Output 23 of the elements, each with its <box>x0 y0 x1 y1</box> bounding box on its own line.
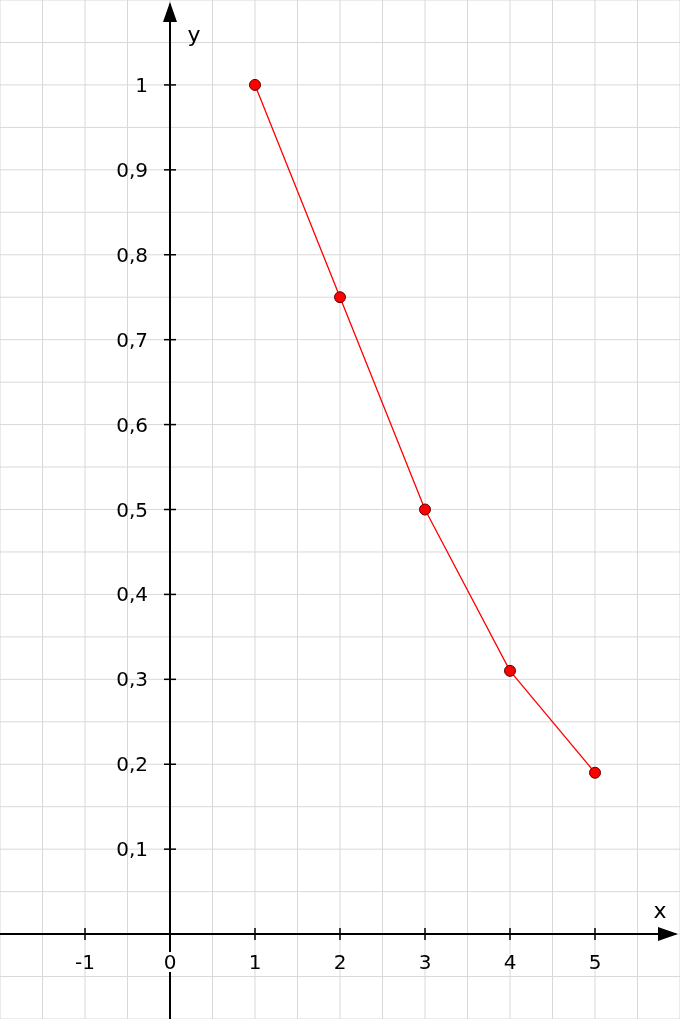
x-tick-label: 4 <box>503 950 517 975</box>
y-tick-label: 0,9 <box>116 157 148 182</box>
y-tick-label: 0,5 <box>116 497 148 522</box>
y-axis-title: y <box>187 22 201 47</box>
y-tick-label: 1 <box>135 72 148 97</box>
y-tick-label: 0,7 <box>116 327 148 352</box>
y-tick-label: 0,4 <box>116 582 148 607</box>
point <box>419 503 431 516</box>
point <box>249 78 261 91</box>
point <box>504 664 516 677</box>
y-tick-label: 0,8 <box>116 242 148 267</box>
x-tick-label: 5 <box>588 950 602 975</box>
x-tick-label: 1 <box>248 950 262 975</box>
point <box>334 291 346 304</box>
x-tick-label: -1 <box>75 950 95 975</box>
x-tick-label: 3 <box>418 950 432 975</box>
y-tick-label: 0,2 <box>116 752 148 777</box>
point <box>589 766 601 779</box>
y-tick-label: 0,3 <box>116 667 148 692</box>
y-tick-label: 0,6 <box>116 412 148 437</box>
y-tick-label: 0,1 <box>116 837 148 862</box>
x-tick-label: 2 <box>333 950 347 975</box>
x-axis-title: x <box>653 898 667 924</box>
